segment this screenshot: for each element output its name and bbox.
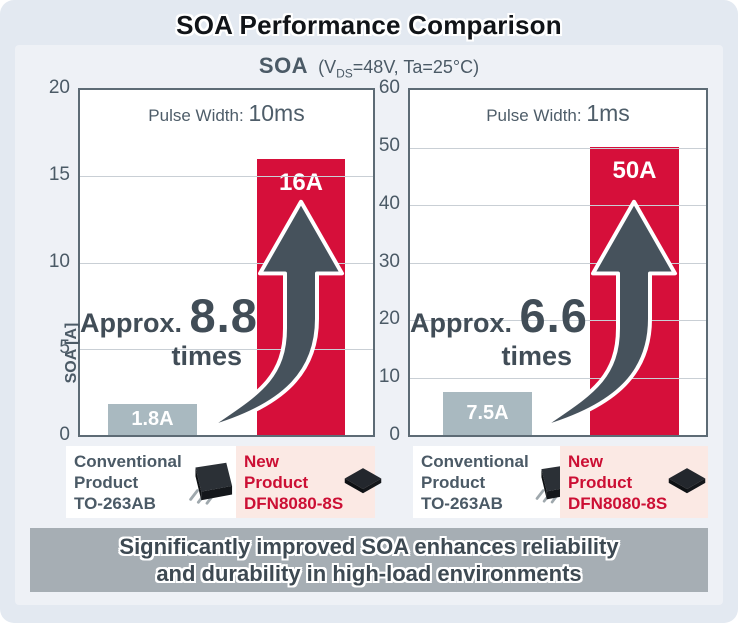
- banner-line-1: Significantly improved SOA enhances reli…: [119, 534, 619, 559]
- y-tick-label: 20: [48, 77, 70, 98]
- legend-new-product-text: New Product DFN8080-8S: [568, 451, 668, 513]
- legend-conventional-left: Conventional Product TO-263AB: [66, 446, 236, 518]
- bar-value-label: 50A: [612, 157, 657, 184]
- legend-conventional-text: Conventional Product TO-263AB: [421, 451, 529, 513]
- legend-new-product-right: New Product DFN8080-8S: [560, 446, 708, 518]
- summary-banner: Significantly improved SOA enhances reli…: [30, 528, 708, 592]
- dfn8080-package-icon: [344, 468, 382, 494]
- page-title: SOA Performance Comparison: [176, 10, 562, 40]
- gridline: [410, 377, 706, 379]
- gridline: [80, 176, 373, 178]
- y-tick-label: 30: [378, 250, 400, 272]
- legend-new-product-left: New Product DFN8080-8S: [236, 446, 382, 518]
- y-tick-label: 5: [59, 337, 70, 359]
- banner-line-2: and durability in high-load environments: [156, 561, 582, 586]
- y-tick-label: 20: [378, 308, 400, 330]
- y-tick-label: 60: [378, 77, 400, 98]
- y-tick-label: 10: [48, 250, 70, 272]
- gridline: [410, 262, 706, 264]
- bar-value-label: 1.8A: [131, 408, 174, 430]
- chart-subtitle: SOA (VDS=48V, Ta=25°C): [15, 53, 723, 81]
- y-tick-label: 0: [59, 424, 70, 445]
- legend-new-product-text: New Product DFN8080-8S: [244, 451, 344, 513]
- subtitle-soa: SOA: [258, 53, 309, 78]
- pulse-width-label-right: Pulse Width: 1ms: [486, 100, 630, 126]
- gridline: [410, 147, 706, 149]
- multiplier-annotation-right: Approx. 6.6 times: [410, 289, 588, 371]
- legend-conventional-text: Conventional Product TO-263AB: [74, 451, 182, 513]
- bar-value-label: 16A: [278, 169, 324, 196]
- bar-conventional-left: 1.8A: [108, 404, 197, 435]
- bar-conventional-right: 7.5A: [443, 392, 532, 435]
- multiplier-annotation-left: Approx. 8.8 times: [80, 289, 258, 371]
- pulse-width-label-left: Pulse Width: 10ms: [148, 100, 305, 126]
- growth-arrow-icon: [205, 199, 344, 431]
- gridline: [410, 205, 706, 206]
- y-tick-label: 15: [48, 163, 70, 185]
- bar-value-label: 7.5A: [466, 402, 509, 424]
- growth-arrow-icon: [538, 199, 677, 431]
- subtitle-condition: (VDS=48V, Ta=25°C): [318, 57, 480, 81]
- gridline: [410, 320, 706, 321]
- legend-conventional-right: Conventional Product TO-263AB: [413, 446, 575, 518]
- gridline: [80, 262, 373, 264]
- to-263ab-package-icon: [188, 462, 232, 505]
- dfn8080-package-icon: [668, 468, 706, 494]
- y-tick-label: 50: [378, 134, 400, 156]
- y-tick-label: 0: [389, 424, 400, 445]
- gridline: [80, 348, 373, 350]
- y-tick-label: 10: [378, 366, 400, 388]
- y-tick-label: 40: [378, 192, 400, 214]
